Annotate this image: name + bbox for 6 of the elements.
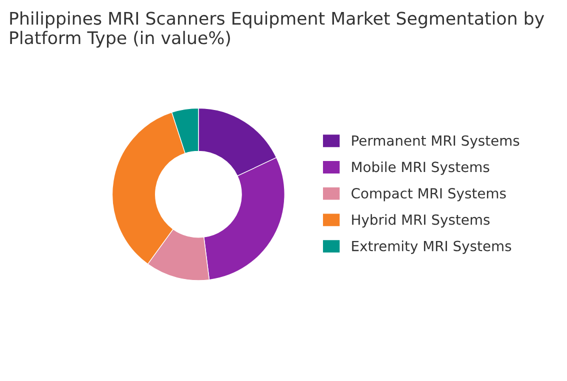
legend-label: Extremity MRI Systems: [352, 240, 512, 254]
legend-label: Hybrid MRI Systems: [352, 214, 490, 228]
legend-label: Compact MRI Systems: [352, 188, 506, 202]
legend-label: Permanent MRI Systems: [352, 135, 520, 149]
chart-title: Philippines MRI Scanners Equipment Market Segmentation by Platform Type (in value%): [10, 11, 544, 48]
legend-label: Mobile MRI Systems: [352, 161, 490, 175]
